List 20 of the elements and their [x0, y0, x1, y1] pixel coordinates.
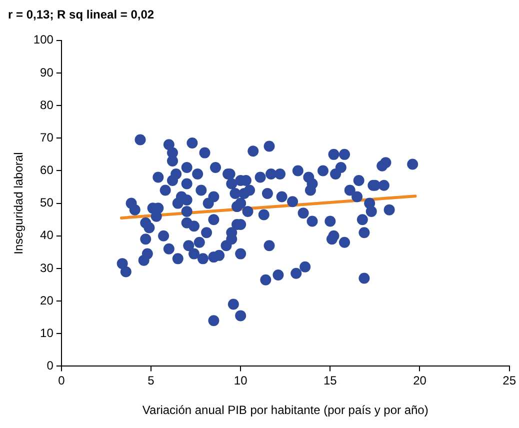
- y-tick-label: 20: [40, 293, 54, 308]
- y-tick-label: 30: [40, 260, 54, 275]
- y-tick-label: 60: [40, 163, 54, 178]
- y-tick-label: 10: [40, 326, 54, 340]
- x-tick-label: 15: [323, 374, 338, 388]
- x-tick-label: 25: [502, 374, 516, 388]
- y-tick-label: 70: [40, 130, 54, 144]
- x-tick-label: 20: [413, 374, 427, 388]
- x-tick-label: 0: [58, 374, 66, 388]
- y-tick-label: 80: [40, 98, 54, 112]
- x-axis-title: Variación anual PIB por habitante (por país y por año): [142, 403, 428, 418]
- y-tick-label: 100: [33, 32, 54, 47]
- x-tick-label: 10: [234, 374, 248, 388]
- chart-title: r = 0,13; R sq lineal = 0,02: [8, 8, 154, 22]
- y-tick-label: 0: [46, 358, 54, 373]
- y-tick-label: 40: [40, 228, 54, 242]
- y-tick-label: 50: [40, 196, 54, 210]
- x-tick-label: 5: [148, 374, 155, 388]
- y-tick-label: 90: [40, 65, 54, 80]
- y-axis-title: Inseguridad laboral: [12, 152, 26, 254]
